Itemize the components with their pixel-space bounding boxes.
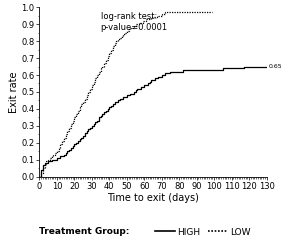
Y-axis label: Exit rate: Exit rate <box>8 71 18 113</box>
Text: log-rank test:
p-value=0.0001: log-rank test: p-value=0.0001 <box>101 12 168 32</box>
Text: 0.65: 0.65 <box>268 64 282 69</box>
Text: Treatment Group:: Treatment Group: <box>39 227 130 236</box>
Legend: HIGH, LOW: HIGH, LOW <box>155 227 251 236</box>
X-axis label: Time to exit (days): Time to exit (days) <box>107 193 199 203</box>
